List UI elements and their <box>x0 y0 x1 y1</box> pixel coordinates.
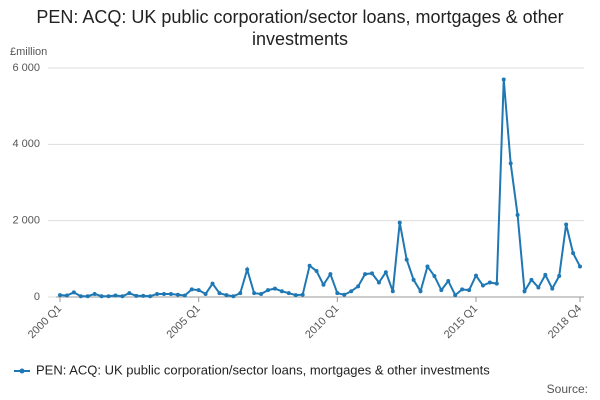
data-point <box>404 257 409 262</box>
data-point <box>252 291 257 296</box>
data-point <box>64 293 69 298</box>
data-point <box>85 294 90 299</box>
legend-label: PEN: ACQ: UK public corporation/sector l… <box>36 362 490 377</box>
data-point <box>487 280 492 285</box>
data-point <box>196 288 201 293</box>
data-point <box>189 287 194 292</box>
data-point <box>529 277 534 282</box>
x-tick-label: 2010 Q1 <box>303 303 341 341</box>
data-point <box>259 291 264 296</box>
data-point <box>203 291 208 296</box>
data-point <box>155 291 160 296</box>
data-point <box>307 263 312 268</box>
legend-swatch-dot <box>19 368 25 374</box>
data-point <box>543 272 548 277</box>
data-point <box>99 294 104 299</box>
data-point <box>113 293 118 298</box>
data-point <box>474 273 478 278</box>
data-point <box>266 288 270 293</box>
data-point <box>522 289 527 294</box>
data-point <box>293 293 298 298</box>
data-point <box>106 294 111 299</box>
data-line <box>59 79 581 298</box>
data-point <box>238 291 243 296</box>
data-point <box>376 280 381 285</box>
data-point <box>564 222 569 227</box>
data-point <box>383 270 388 275</box>
chart-title: PEN: ACQ: UK public corporation/sector l… <box>36 7 564 49</box>
data-point <box>78 294 83 299</box>
data-point <box>58 293 62 298</box>
data-point <box>300 292 305 297</box>
data-point <box>92 291 97 296</box>
data-point <box>335 291 340 296</box>
data-point <box>439 288 444 293</box>
data-point <box>508 161 513 166</box>
source: Source: <box>547 382 588 396</box>
data-point <box>224 293 229 298</box>
data-point <box>550 286 555 291</box>
x-tick-label: 2015 Q1 <box>442 303 480 341</box>
data-point <box>71 290 76 295</box>
x-tick-label: 2000 Q1 <box>26 303 64 341</box>
data-point <box>286 291 291 296</box>
y-tick-label: 2 000 <box>12 215 40 227</box>
data-point <box>182 293 187 298</box>
data-point <box>578 264 582 269</box>
data-point <box>175 292 180 297</box>
data-point <box>446 278 451 283</box>
data-point <box>162 291 166 296</box>
data-point <box>134 293 139 298</box>
data-point <box>425 264 430 269</box>
data-point <box>453 293 458 298</box>
data-point <box>148 294 153 299</box>
data-point <box>480 283 485 288</box>
y-tick-label: 4 000 <box>12 138 40 150</box>
y-tick-label: 0 <box>34 291 40 303</box>
y-tick-label: 6 000 <box>12 62 40 74</box>
data-point <box>571 251 576 256</box>
data-point <box>515 212 520 217</box>
x-tick-label: 2018 Q4 <box>546 303 584 341</box>
data-point <box>349 289 354 294</box>
data-point <box>363 272 368 277</box>
data-point <box>342 292 347 297</box>
data-point <box>557 274 562 279</box>
data-point <box>245 267 250 272</box>
data-point <box>127 291 132 296</box>
data-point <box>141 293 146 298</box>
y-axis-label: £million <box>10 46 47 58</box>
data-point <box>397 220 402 225</box>
data-point <box>432 274 437 279</box>
data-point <box>390 289 395 294</box>
x-tick-label: 2005 Q1 <box>165 303 203 341</box>
data-point <box>217 291 222 296</box>
data-point <box>418 289 423 294</box>
data-point <box>411 277 416 282</box>
data-point <box>460 287 465 292</box>
data-point <box>494 281 499 286</box>
data-point <box>321 282 326 287</box>
data-point <box>168 291 173 296</box>
data-point <box>272 286 277 291</box>
data-point <box>279 289 284 294</box>
data-point <box>210 281 215 286</box>
data-point <box>370 271 374 276</box>
data-point <box>501 77 506 82</box>
data-point <box>328 272 333 277</box>
data-point <box>356 284 361 289</box>
data-point <box>314 269 319 274</box>
data-point <box>120 294 125 299</box>
data-point <box>536 285 541 290</box>
data-point <box>231 294 236 299</box>
data-point <box>467 288 472 293</box>
